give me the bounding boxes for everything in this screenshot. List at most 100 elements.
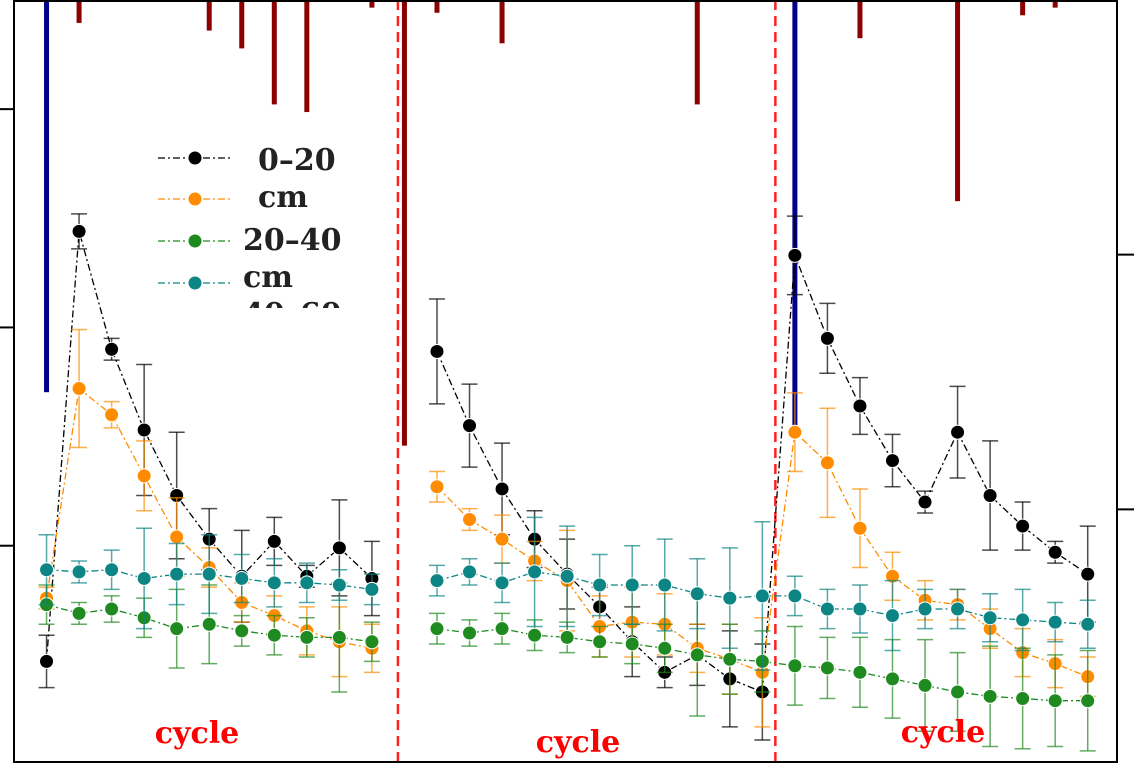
- bar: [369, 0, 375, 8]
- point: [266, 533, 282, 549]
- bar: [44, 0, 50, 393]
- point: [201, 616, 217, 632]
- point: [1080, 693, 1096, 709]
- bar: [955, 0, 961, 202]
- annotation: cycle: [536, 725, 620, 760]
- point: [266, 627, 282, 643]
- point: [1080, 566, 1096, 582]
- point: [266, 575, 282, 591]
- plot-frame: [13, 0, 1118, 763]
- point: [364, 634, 380, 650]
- point: [1047, 693, 1063, 709]
- bar: [76, 0, 82, 23]
- point: [852, 601, 868, 617]
- bar: [401, 0, 407, 446]
- legend-label: 0–20: [258, 143, 336, 178]
- point: [819, 330, 835, 346]
- point: [169, 566, 185, 582]
- point: [462, 418, 478, 434]
- legend-marker: [187, 191, 203, 207]
- point: [71, 223, 87, 239]
- bar: [1020, 0, 1026, 16]
- point: [982, 688, 998, 704]
- point: [299, 575, 315, 591]
- legend-label: cm: [258, 180, 308, 215]
- point: [982, 488, 998, 504]
- point: [852, 664, 868, 680]
- point: [494, 575, 510, 591]
- point: [201, 566, 217, 582]
- point: [1015, 612, 1031, 628]
- point: [722, 651, 738, 667]
- point: [39, 653, 55, 669]
- point: [950, 601, 966, 617]
- bar: [694, 0, 700, 105]
- legend-marker: [187, 233, 203, 249]
- legend-marker: [187, 150, 203, 166]
- point: [462, 564, 478, 580]
- point: [787, 247, 803, 263]
- point: [722, 590, 738, 606]
- point: [331, 540, 347, 556]
- point: [852, 398, 868, 414]
- point: [1015, 691, 1031, 707]
- point: [494, 621, 510, 637]
- point: [331, 577, 347, 593]
- point: [429, 343, 445, 359]
- point: [429, 479, 445, 495]
- point: [104, 601, 120, 617]
- point: [917, 494, 933, 510]
- point: [104, 562, 120, 578]
- point: [104, 341, 120, 357]
- point: [1047, 544, 1063, 560]
- point: [754, 588, 770, 604]
- point: [917, 601, 933, 617]
- legend-box: [148, 138, 348, 308]
- point: [950, 424, 966, 440]
- point: [624, 636, 640, 652]
- point: [429, 573, 445, 589]
- point: [884, 608, 900, 624]
- point: [71, 564, 87, 580]
- legend-label: cm: [243, 260, 293, 295]
- point: [462, 625, 478, 641]
- point: [39, 562, 55, 578]
- point: [136, 570, 152, 586]
- point: [234, 570, 250, 586]
- point: [787, 424, 803, 440]
- bar: [434, 0, 440, 13]
- point: [657, 577, 673, 593]
- point: [917, 677, 933, 693]
- point: [494, 531, 510, 547]
- point: [299, 629, 315, 645]
- point: [71, 381, 87, 397]
- point: [689, 647, 705, 663]
- legend-label: 40–60: [243, 297, 342, 332]
- bar: [1052, 0, 1058, 8]
- point: [1080, 616, 1096, 632]
- annotation: cycle: [155, 716, 239, 751]
- point: [689, 586, 705, 602]
- point: [104, 407, 120, 423]
- point: [950, 684, 966, 700]
- point: [819, 455, 835, 471]
- point: [1047, 614, 1063, 630]
- bar: [239, 0, 245, 49]
- point: [364, 581, 380, 597]
- point: [71, 605, 87, 621]
- bar: [792, 0, 798, 431]
- point: [787, 658, 803, 674]
- point: [429, 621, 445, 637]
- point: [527, 627, 543, 643]
- point: [559, 629, 575, 645]
- point: [592, 577, 608, 593]
- bar: [857, 0, 863, 39]
- point: [592, 634, 608, 650]
- point: [234, 623, 250, 639]
- point: [331, 629, 347, 645]
- point: [624, 577, 640, 593]
